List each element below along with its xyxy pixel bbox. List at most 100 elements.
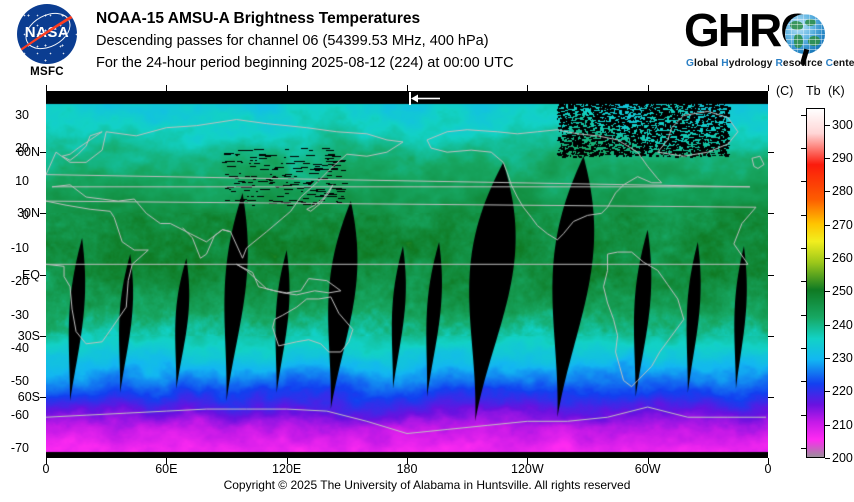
y-tick	[40, 335, 46, 337]
page-period: For the 24-hour period beginning 2025-08…	[96, 55, 514, 71]
colorbar-label-celsius: -50	[10, 374, 29, 389]
colorbar-label-celsius: -10	[10, 241, 29, 255]
y-axis-label: 30N	[17, 206, 40, 221]
colorbar-tick-kelvin	[825, 324, 830, 326]
y-tick	[768, 274, 774, 276]
colorbar-header-celsius: (C)	[776, 84, 794, 98]
colorbar-label-celsius: -30	[10, 307, 29, 322]
colorbar-label-celsius: -20	[10, 274, 29, 289]
colorbar-tick-kelvin	[825, 391, 830, 393]
y-tick	[40, 152, 46, 154]
x-tick	[46, 85, 47, 91]
x-tick	[647, 85, 649, 91]
colorbar-label-kelvin: 270	[832, 217, 853, 232]
ghrc-logo: GHRC Global Hydrology Resource Center	[684, 6, 854, 78]
colorbar-label-celsius: -40	[10, 341, 29, 355]
x-axis-label: 180	[396, 462, 418, 476]
colorbar-label-kelvin: 290	[832, 151, 853, 165]
x-axis-label: 0	[764, 462, 772, 476]
y-axis-label: EQ	[21, 267, 40, 282]
y-tick	[768, 152, 774, 154]
colorbar-label-kelvin: 260	[832, 251, 853, 265]
map-plot-area[interactable]	[40, 85, 774, 464]
colorbar-tick-celsius	[801, 114, 806, 116]
nasa-logo: NASA MSFC	[8, 4, 86, 84]
x-tick	[647, 458, 649, 464]
brightness-temperature-map	[46, 91, 768, 458]
x-tick	[407, 85, 408, 91]
colorbar-tick-kelvin	[825, 358, 830, 359]
colorbar-tick-kelvin	[825, 191, 830, 193]
colorbar-tick-kelvin	[825, 124, 830, 126]
page-subtitle: Descending passes for channel 06 (54399.…	[96, 33, 489, 49]
colorbar-tick-kelvin	[825, 224, 830, 226]
y-tick	[40, 396, 46, 398]
colorbar-label-celsius: 30	[15, 107, 29, 122]
colorbar-tick-celsius	[801, 414, 806, 416]
colorbar-tick-celsius	[801, 314, 806, 316]
nasa-meatball-icon: NASA	[17, 4, 77, 64]
x-axis-label: 120W	[511, 462, 544, 476]
colorbar-tick-celsius	[801, 214, 806, 216]
x-axis-label: 60W	[634, 462, 661, 476]
x-tick	[768, 458, 769, 464]
colorbar-label-kelvin: 230	[832, 351, 853, 365]
colorbar-label-kelvin: 250	[832, 284, 853, 299]
y-tick	[40, 213, 46, 215]
colorbar-header-kelvin: (K)	[828, 84, 845, 98]
colorbar-tick-celsius	[801, 148, 806, 149]
x-tick	[46, 458, 47, 464]
colorbar-tick-celsius	[801, 348, 806, 349]
x-tick	[286, 85, 288, 91]
x-tick	[166, 458, 168, 464]
colorbar-tick-celsius	[801, 248, 806, 249]
colorbar[interactable]	[801, 108, 830, 459]
x-axis-label: 120E	[272, 462, 302, 476]
y-axis-label: 60S	[17, 389, 40, 404]
x-tick	[166, 85, 168, 91]
y-tick	[768, 213, 774, 215]
colorbar-header-variable: Tb	[806, 84, 821, 98]
colorbar-label-kelvin: 210	[832, 417, 853, 432]
y-axis-label: 60N	[17, 145, 40, 160]
map-raster	[46, 91, 768, 458]
page-title: NOAA-15 AMSU-A Brightness Temperatures	[96, 10, 421, 27]
colorbar-tick-kelvin	[825, 424, 830, 426]
x-tick	[527, 458, 529, 464]
colorbar-tick-celsius	[801, 281, 806, 283]
colorbar-label-kelvin: 200	[832, 451, 853, 465]
colorbar-tick-celsius	[801, 381, 806, 383]
colorbar-tick-kelvin	[825, 291, 830, 293]
copyright-notice: Copyright © 2025 The University of Alaba…	[223, 478, 631, 492]
ghrc-subtitle: Global Hydrology Resource Center	[686, 58, 854, 69]
y-axis-label: 30S	[17, 328, 40, 343]
colorbar-tick-kelvin	[825, 258, 830, 259]
x-axis-label: 0	[42, 462, 50, 476]
y-tick	[40, 274, 46, 276]
colorbar-tick-kelvin	[825, 158, 830, 159]
colorbar-tick-celsius	[801, 181, 806, 183]
colorbar-label-celsius: 0	[22, 207, 29, 222]
colorbar-tick-celsius	[801, 448, 806, 449]
colorbar-gradient	[806, 108, 825, 458]
header: NASA MSFC NOAA-15 AMSU-A Brightness Temp…	[0, 0, 854, 86]
x-tick	[768, 85, 769, 91]
colorbar-label-celsius: -60	[10, 407, 29, 422]
x-tick	[407, 458, 408, 464]
x-tick	[286, 458, 288, 464]
x-axis-label: 60E	[155, 462, 178, 476]
colorbar-label-kelvin: 240	[832, 317, 853, 332]
colorbar-tick-kelvin	[825, 458, 830, 459]
colorbar-label-kelvin: 300	[832, 117, 853, 132]
globe-icon	[785, 14, 825, 54]
y-tick	[768, 396, 774, 398]
colorbar-label-kelvin: 220	[832, 384, 853, 399]
nasa-center-label: MSFC	[30, 66, 64, 78]
swath-start-arrow-icon	[409, 92, 441, 105]
colorbar-label-kelvin: 280	[832, 184, 853, 199]
x-tick	[527, 85, 529, 91]
nasa-stars	[17, 4, 77, 64]
title-block: NOAA-15 AMSU-A Brightness Temperatures D…	[96, 8, 656, 74]
colorbar-label-celsius: 10	[15, 174, 29, 189]
colorbar-label-celsius: 20	[15, 141, 29, 155]
